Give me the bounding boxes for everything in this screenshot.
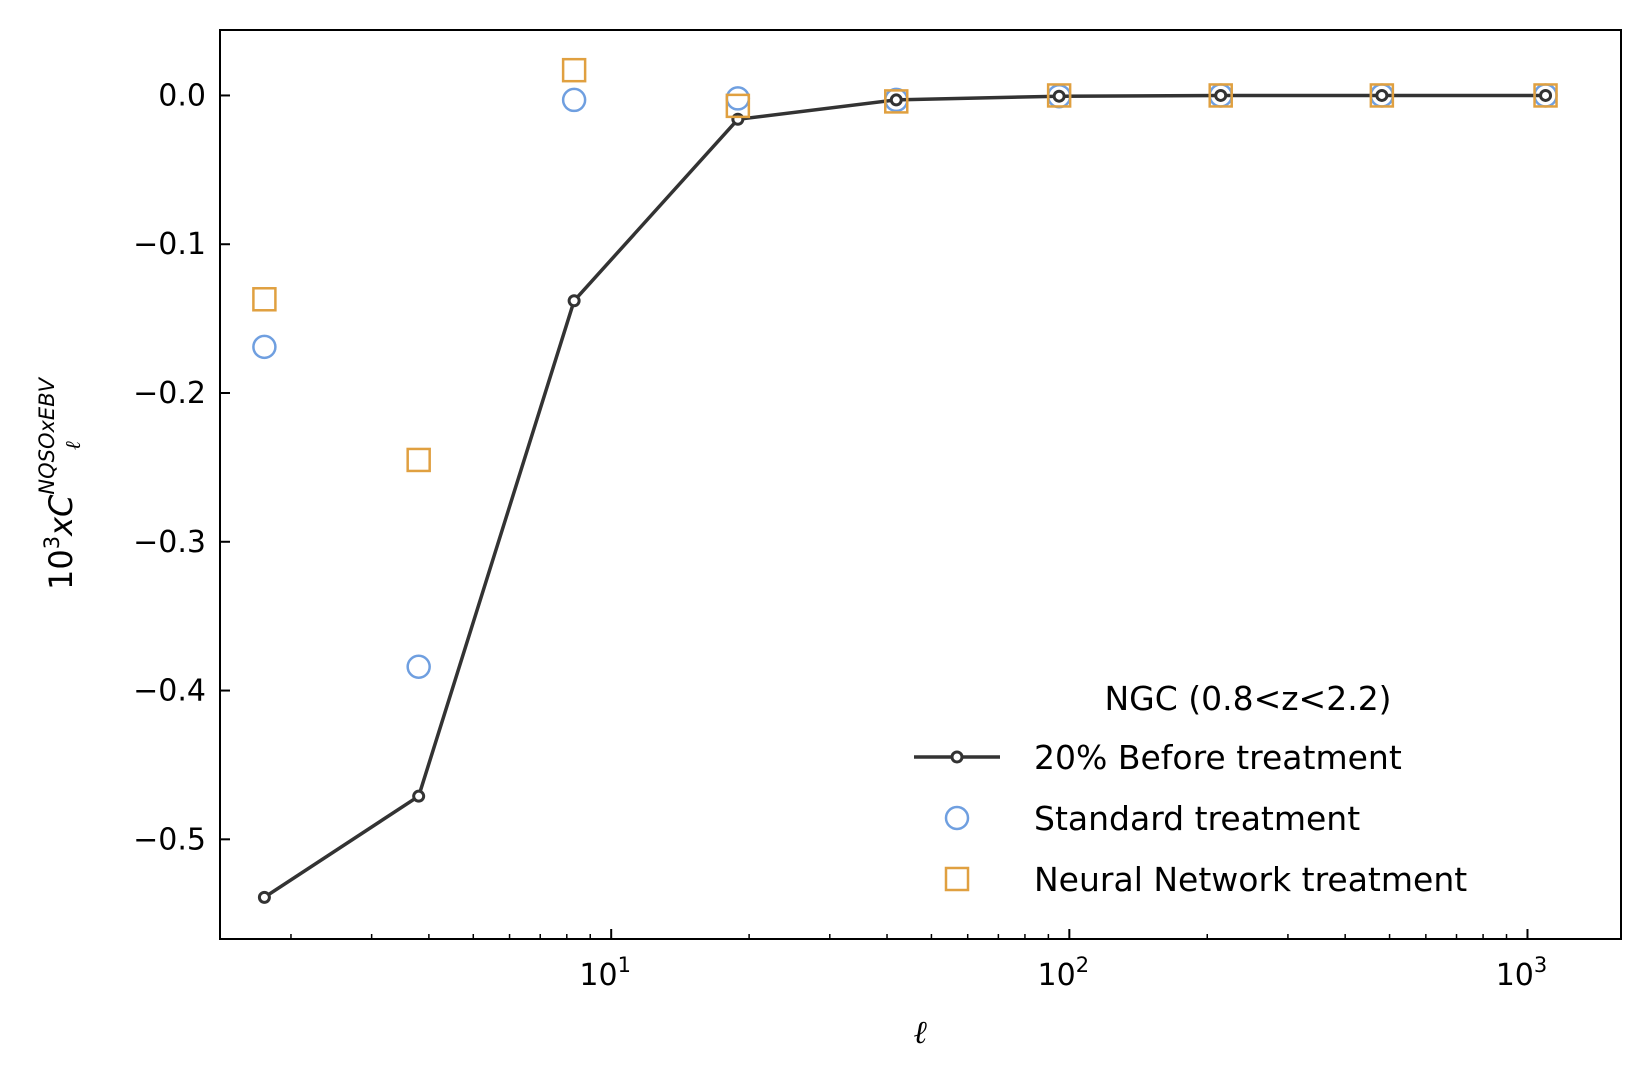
y-tick-label: −0.1 — [133, 227, 206, 262]
series-before-point — [1375, 88, 1389, 102]
y-label-subscript: ℓ — [61, 441, 85, 450]
x-tick-exp: 1 — [618, 953, 631, 977]
x-tick-label: 102 — [1038, 953, 1090, 993]
series-before-point — [1539, 88, 1553, 102]
series-before-point — [1052, 89, 1066, 103]
series-standard-point — [561, 87, 587, 113]
series-nn-point — [561, 57, 587, 83]
legend: NGC (0.8<z<2.2) 20% Before treatment Sta… — [914, 679, 1467, 899]
legend-marker-standard — [944, 805, 970, 831]
series-layer — [252, 57, 1558, 904]
legend-label-nn: Neural Network treatment — [1034, 860, 1467, 899]
y-label-sup: NQSOxEBV — [35, 376, 59, 494]
series-standard-point — [406, 654, 431, 679]
x-tick-base: 10 — [1038, 958, 1076, 993]
y-tick-label: −0.2 — [133, 376, 206, 411]
x-tick-exp: 3 — [1534, 953, 1547, 977]
x-tick-base: 10 — [579, 958, 617, 993]
series-nn-point — [406, 447, 431, 473]
y-axis-label: 103xCNQSOxEBV — [35, 376, 80, 590]
legend-title: NGC (0.8<z<2.2) — [1104, 679, 1391, 718]
series-standard-point — [725, 86, 751, 111]
y-label-mid: xC — [42, 494, 80, 537]
y-tick-label: 0.0 — [158, 78, 206, 113]
series-nn-point — [1369, 83, 1395, 108]
x-tick-label: 103 — [1496, 953, 1548, 993]
legend-marker-before-dot — [950, 750, 964, 764]
y-label-exp: 3 — [40, 536, 64, 549]
y-tick-label: −0.5 — [133, 822, 206, 857]
series-nn-point — [252, 287, 277, 312]
series-nn-point — [1533, 83, 1558, 108]
series-before-point — [1214, 88, 1228, 102]
y-tick-label: −0.3 — [133, 525, 206, 560]
series-before-point — [257, 890, 271, 904]
series-before-point — [889, 93, 903, 107]
legend-label-before: 20% Before treatment — [1034, 738, 1402, 777]
series-before-line — [263, 93, 1546, 899]
x-tick-label: 101 — [579, 953, 631, 993]
series-nn-point — [1046, 83, 1072, 108]
x-axis-label: ℓ — [913, 1013, 927, 1051]
legend-marker-nn — [944, 866, 970, 892]
y-label-base: 10 — [42, 549, 80, 590]
series-standard-point — [252, 334, 277, 360]
series-nn-point — [725, 93, 751, 119]
series-nn-point — [1208, 83, 1233, 108]
plot-frame — [219, 29, 1622, 940]
series-before-point — [567, 294, 581, 308]
x-tick-base: 10 — [1496, 958, 1534, 993]
series-before-point — [412, 789, 426, 803]
y-tick-label: −0.4 — [133, 674, 206, 709]
series-nn-point — [884, 89, 909, 114]
x-tick-exp: 2 — [1076, 953, 1089, 977]
legend-label-standard: Standard treatment — [1034, 799, 1360, 838]
